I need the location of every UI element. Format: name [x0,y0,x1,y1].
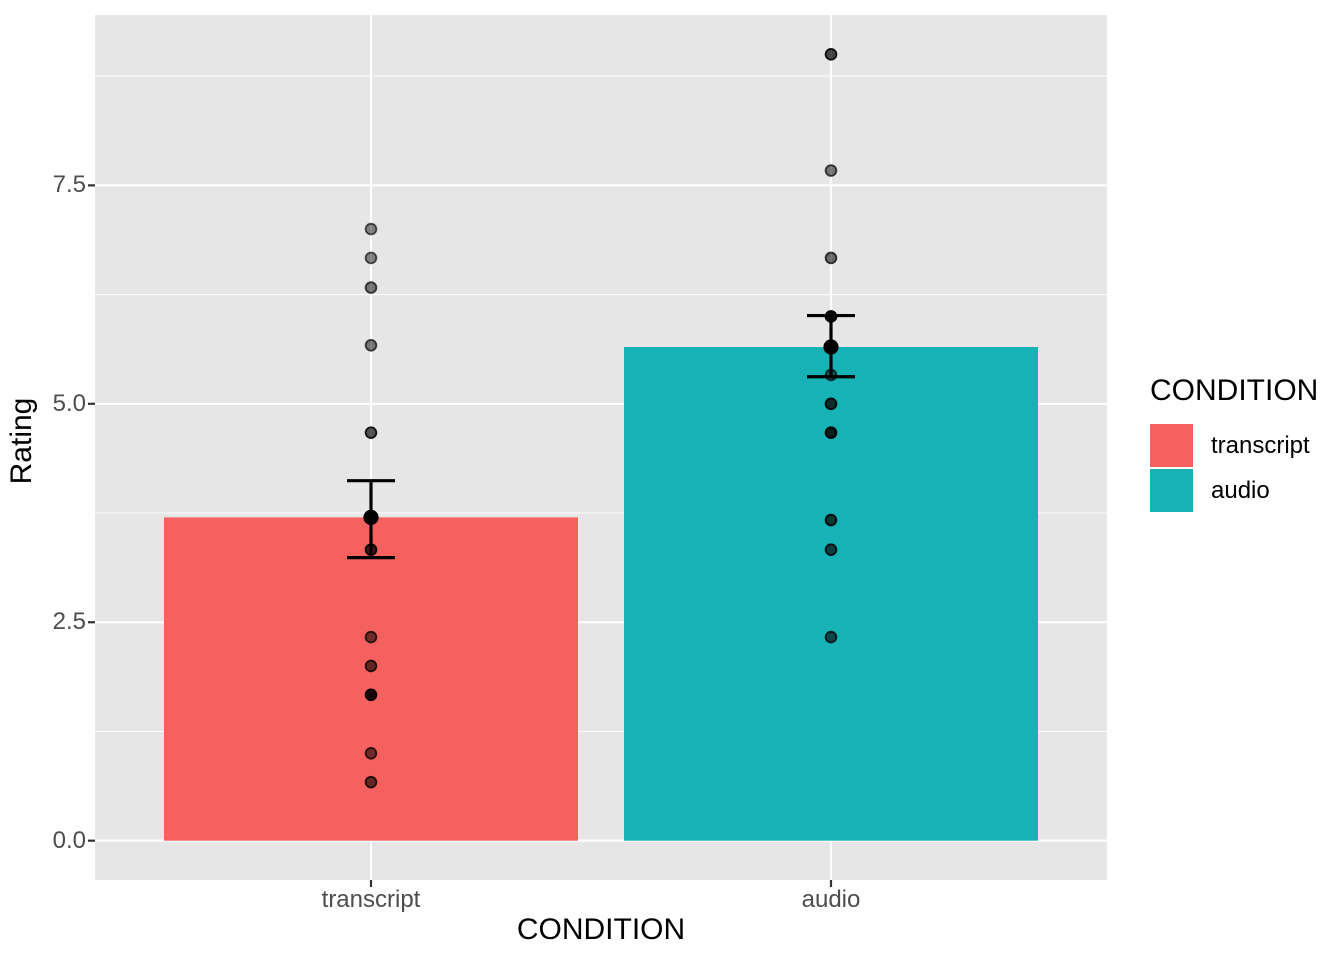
bar-audio [624,347,1038,841]
data-point [364,281,378,294]
data-point [364,222,378,236]
legend-entry-label: transcript [1211,431,1310,459]
x-axis-title: CONDITION [516,913,686,946]
y-tick-label: 5.0 [52,389,86,417]
data-point [364,688,378,702]
data-point [364,426,378,439]
legend-entry-label: audio [1211,476,1270,504]
data-point [824,48,838,61]
data-point [824,513,838,527]
data-point [364,775,378,789]
y-tick-label: 0.0 [52,826,86,854]
data-point [364,747,378,760]
legend-entries: transcript audio [1150,424,1318,512]
data-point [824,251,838,265]
x-tick-label: audio [801,886,861,913]
bar-transcript [164,517,578,841]
data-point [824,397,838,411]
mean-point [823,339,839,355]
legend-entry-transcript: transcript [1150,424,1318,467]
data-point [824,543,838,557]
data-point [824,164,838,177]
legend-title: CONDITION [1150,374,1319,407]
data-point [364,251,378,265]
y-tick-label: 2.5 [52,608,86,636]
data-point [364,338,378,352]
x-tick-label: transcript [321,886,421,913]
mean-point [363,509,379,525]
data-point [364,659,378,673]
y-tick-label: 7.5 [52,171,86,199]
data-point [364,630,378,644]
data-point [824,630,838,644]
legend-key-swatch [1150,424,1193,467]
data-point [824,426,838,439]
legend-entry-audio: audio [1150,469,1318,512]
legend-key-swatch [1150,469,1193,512]
legend: CONDITION transcript audio [1150,374,1318,514]
